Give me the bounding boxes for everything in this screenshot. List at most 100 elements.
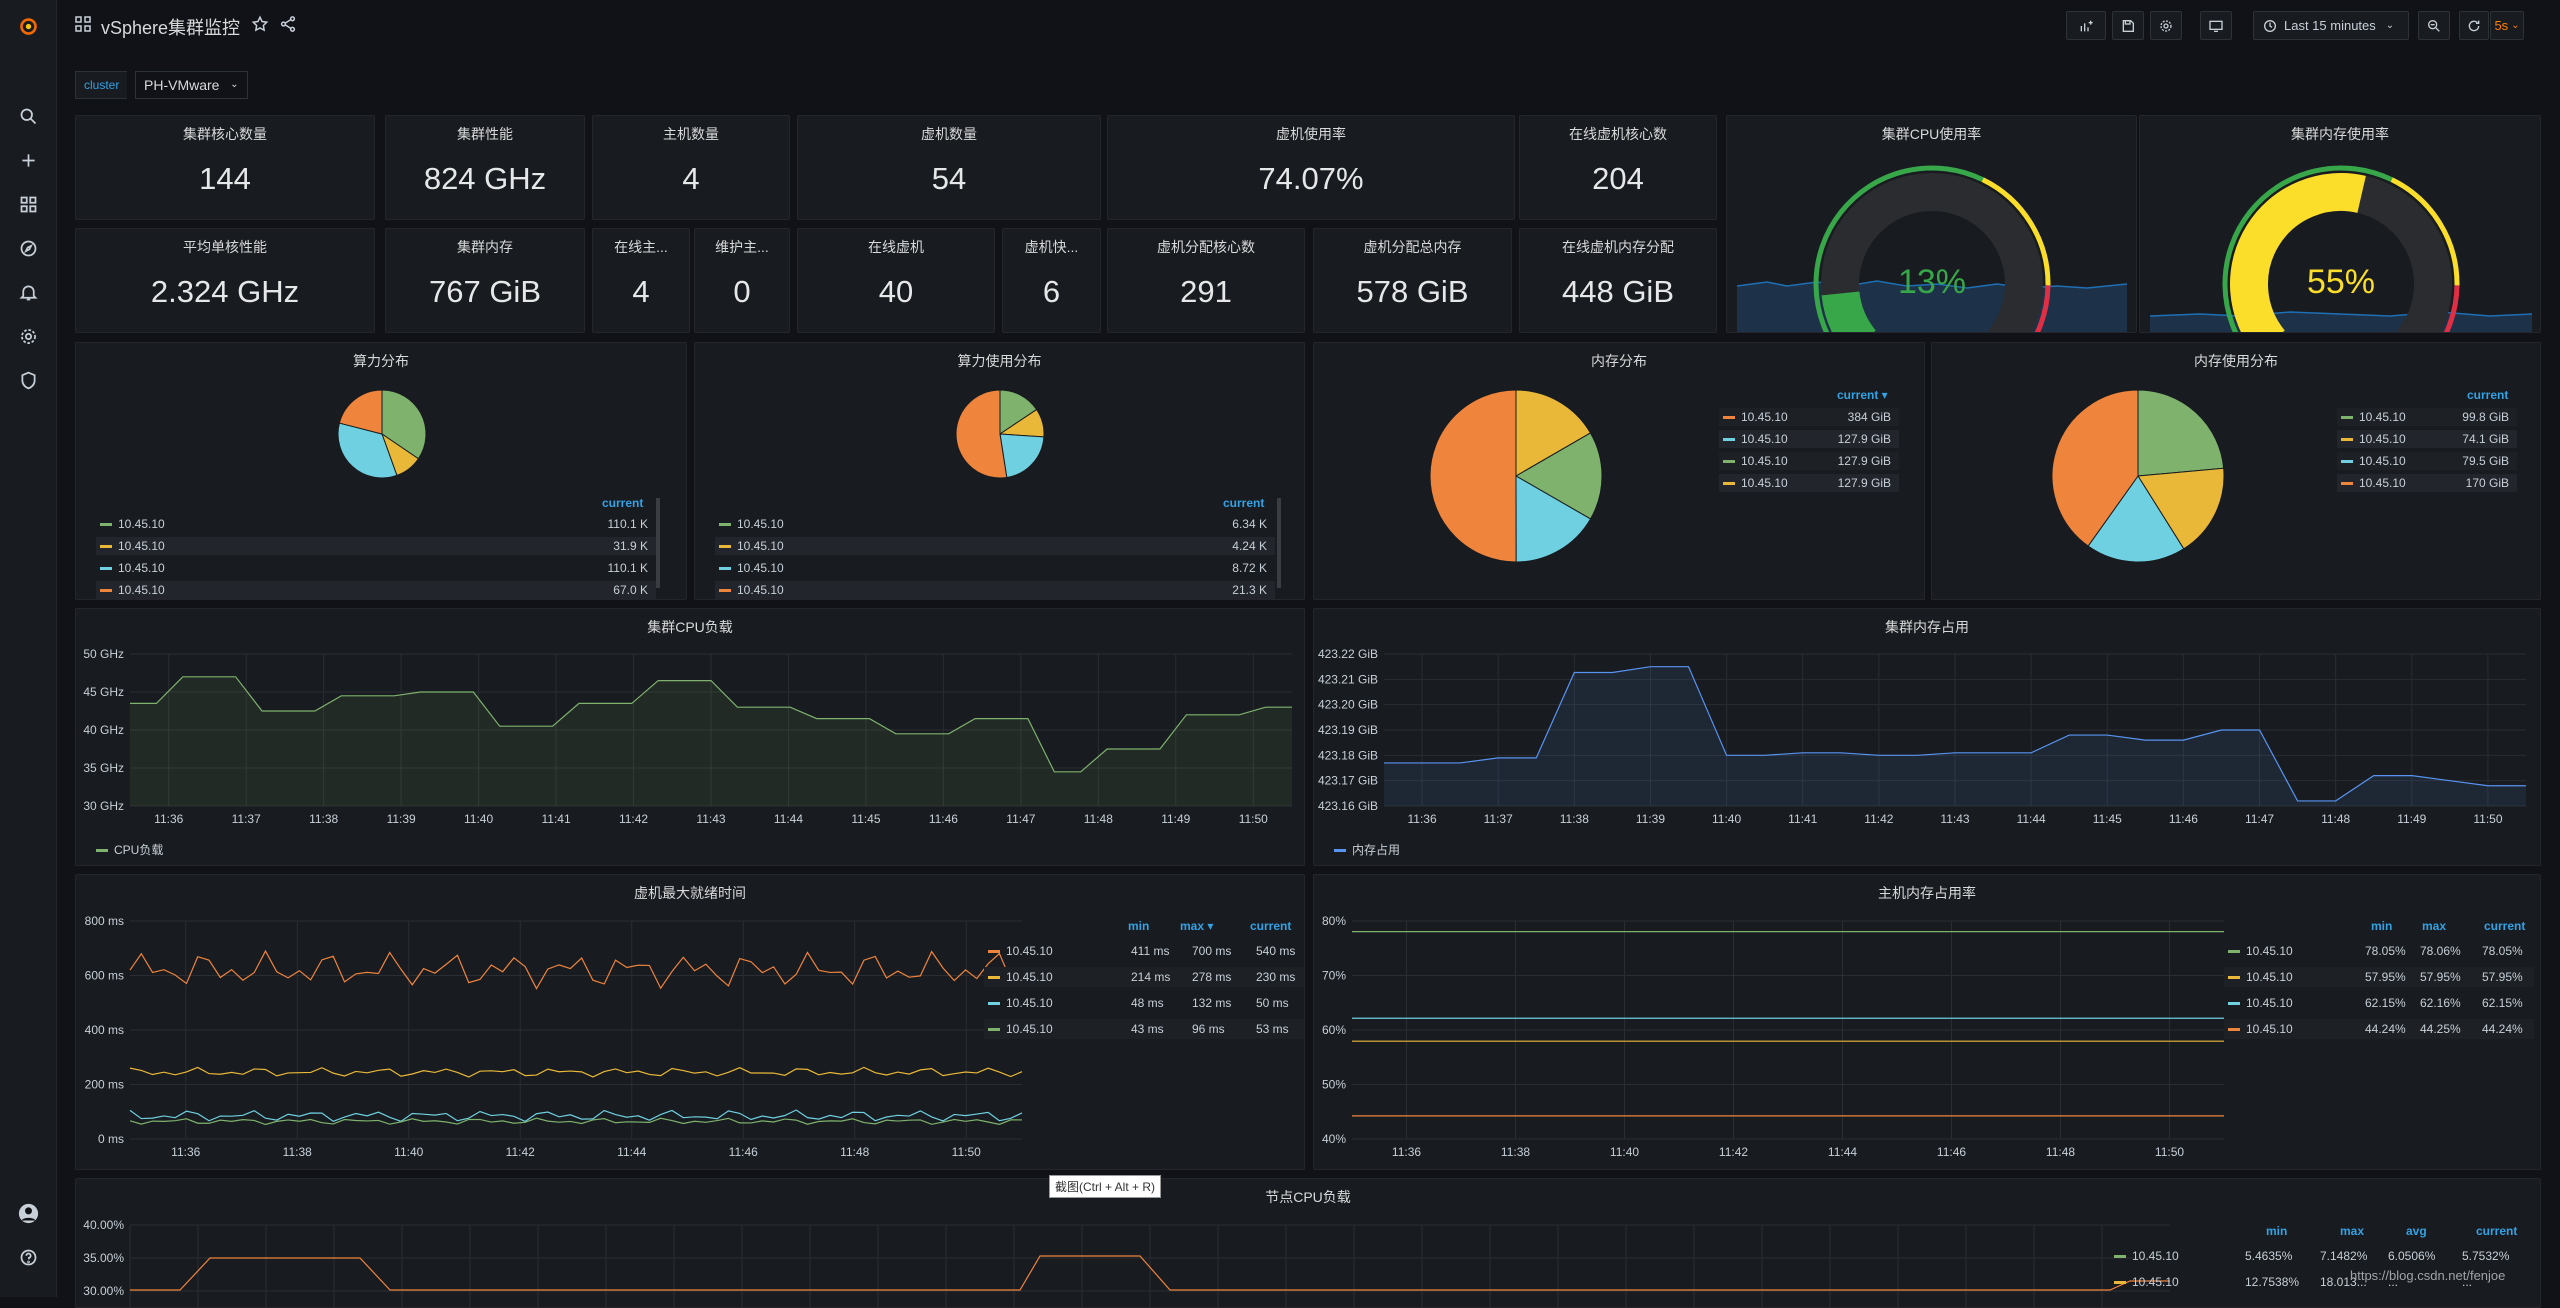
memory-gauge-panel[interactable]: 集群内存使用率 55% <box>2139 115 2541 333</box>
legend-item[interactable]: 10.45.10 44.24% 44.25% 44.24% <box>2224 1019 2534 1039</box>
explore-icon[interactable] <box>15 235 42 262</box>
stat-panel[interactable]: 集群内存 767 GiB <box>385 228 585 333</box>
stat-panel[interactable]: 虚机分配核心数 291 <box>1107 228 1305 333</box>
cluster-select[interactable]: PH-VMware ⌄ <box>135 71 249 99</box>
legend-item[interactable]: CPU负载 <box>96 841 163 858</box>
legend-item[interactable]: 10.45.10 31.9 K <box>96 537 656 555</box>
cluster-cpu-load-panel[interactable]: 集群CPU负载 50 GHz 45 GHz 40 GHz 35 GHz 30 GHz 11… <box>75 608 1305 866</box>
y-tick-label: 35.00% <box>83 1251 124 1265</box>
pie-panel-compute[interactable]: 算力分布 current 10.45.10 110.1 K 10.45.10 31.9… <box>75 342 687 600</box>
pie-panel-memory[interactable]: 内存分布 current ▾ 10.45.10 384 GiB 10.45.10 12… <box>1313 342 1925 600</box>
cpu-gauge-panel[interactable]: 集群CPU使用率 13% <box>1726 115 2137 333</box>
legend-item[interactable]: 10.45.10 62.15% 62.16% 62.15% <box>2224 993 2534 1013</box>
legend-item[interactable]: 10.45.10 74.1 GiB <box>2337 430 2517 448</box>
shield-icon[interactable] <box>15 367 42 394</box>
plus-icon[interactable] <box>15 147 42 174</box>
scrollbar[interactable] <box>656 498 660 588</box>
legend-item[interactable]: 10.45.10 110.1 K <box>96 515 656 533</box>
scrollbar[interactable] <box>1277 498 1281 588</box>
stat-value: 74.07% <box>1258 161 1364 196</box>
stat-panel[interactable]: 虚机分配总内存 578 GiB <box>1313 228 1512 333</box>
legend-item[interactable]: 10.45.10 67.0 K <box>96 581 656 599</box>
save-dashboard-button[interactable] <box>2112 11 2144 40</box>
stat-panel[interactable]: 在线虚机 40 <box>797 228 995 333</box>
pie-chart <box>337 389 427 479</box>
stat-panel[interactable]: 在线主... 4 <box>592 228 690 333</box>
legend-item[interactable]: 10.45.10 384 GiB <box>1719 408 1899 426</box>
gear-icon[interactable] <box>15 323 42 350</box>
legend-item[interactable]: 10.45.10 57.95% 57.95% 57.95% <box>2224 967 2534 987</box>
stat-panel[interactable]: 在线虚机核心数 204 <box>1519 115 1717 220</box>
legend-item[interactable]: 10.45.10 214 ms 278 ms 230 ms <box>984 967 1304 987</box>
refresh-interval-picker[interactable]: 5s ⌄ <box>2490 11 2524 40</box>
add-panel-button[interactable] <box>2066 11 2106 40</box>
legend-item[interactable]: 10.45.10 4.24 K <box>715 537 1275 555</box>
stat-panel[interactable]: 在线虚机内存分配 448 GiB <box>1519 228 1717 333</box>
tv-mode-button[interactable] <box>2200 11 2232 40</box>
legend-item[interactable]: 10.45.10 127.9 GiB <box>1719 474 1899 492</box>
x-tick-label: 11:40 <box>394 1145 423 1159</box>
legend-item[interactable]: 10.45.10 110.1 K <box>96 559 656 577</box>
host-memory-usage-panel[interactable]: 主机内存占用率 80% 70% 60% 50% 40% 11:36 11:38 11:40 11… <box>1313 874 2541 1170</box>
dashboards-icon[interactable] <box>15 191 42 218</box>
cluster-memory-usage-panel[interactable]: 集群内存占用 423.22 GiB 423.21 GiB 423.20 GiB 423… <box>1313 608 2541 866</box>
legend-item[interactable]: 10.45.10 8.72 K <box>715 559 1275 577</box>
apps-icon[interactable] <box>75 16 91 37</box>
legend-column-header[interactable]: max ▾ <box>1180 919 1214 933</box>
legend-column-header[interactable]: min <box>2371 919 2393 933</box>
refresh-button[interactable] <box>2459 11 2489 40</box>
legend-item[interactable]: 10.45.10 21.3 K <box>715 581 1275 599</box>
pie-panel-compute-usage[interactable]: 算力使用分布 current 10.45.10 6.34 K 10.45.10 4.2… <box>694 342 1305 600</box>
zoom-out-button[interactable] <box>2418 11 2450 40</box>
legend-column-header[interactable]: current <box>1250 919 1292 933</box>
legend-item[interactable]: 10.45.10 43 ms 96 ms 53 ms <box>984 1019 1304 1039</box>
help-icon[interactable] <box>15 1244 42 1271</box>
stat-panel[interactable]: 平均单核性能 2.324 GHz <box>75 228 375 333</box>
stat-panel[interactable]: 虚机数量 54 <box>797 115 1101 220</box>
legend-column-header[interactable]: max <box>2422 919 2447 933</box>
dashboard-title[interactable]: vSphere集群监控 <box>101 18 241 38</box>
legend-item[interactable]: 内存占用 <box>1334 841 1400 858</box>
legend-value: 99.8 GiB <box>2462 410 2509 424</box>
pie-panel-memory-usage[interactable]: 内存使用分布 current 10.45.10 99.8 GiB 10.45.10 7… <box>1931 342 2541 600</box>
legend-column-header[interactable]: current <box>2484 919 2526 933</box>
legend-item[interactable]: 10.45.10 411 ms 700 ms 540 ms <box>984 941 1304 961</box>
legend-item[interactable]: 10.45.10 127.9 GiB <box>1719 452 1899 470</box>
x-tick-label: 11:48 <box>1084 812 1113 826</box>
stat-panel[interactable]: 虚机使用率 74.07% <box>1107 115 1515 220</box>
legend-column-header[interactable]: current <box>2476 1224 2518 1238</box>
legend-value: 21.3 K <box>1232 583 1267 597</box>
legend-item[interactable]: 10.45.10 5.4635% 7.1482% 6.0506% 5.7532% <box>2110 1246 2530 1266</box>
grafana-logo-icon[interactable] <box>15 13 42 40</box>
legend-item[interactable]: 10.45.10 127.9 GiB <box>1719 430 1899 448</box>
legend-item[interactable]: 10.45.10 99.8 GiB <box>2337 408 2517 426</box>
time-picker-button[interactable]: Last 15 minutes ⌄ <box>2253 11 2409 40</box>
legend-column-header[interactable]: avg <box>2406 1224 2427 1238</box>
stat-panel[interactable]: 集群性能 824 GHz <box>385 115 585 220</box>
legend-current: 44.24% <box>2482 1022 2523 1036</box>
search-icon[interactable] <box>15 103 42 130</box>
node-cpu-load-panel[interactable]: 节点CPU负载 40.00% 35.00% 30.00% min max avg curr… <box>75 1178 2541 1308</box>
star-icon[interactable] <box>251 15 269 38</box>
stat-panel[interactable]: 虚机快... 6 <box>1002 228 1101 333</box>
avatar[interactable] <box>15 1200 42 1227</box>
legend-item[interactable]: 10.45.10 12.7538% 18.013......... <box>2110 1272 2530 1292</box>
legend-header[interactable]: current ▾ <box>1837 388 1888 402</box>
legend-column-header[interactable]: max <box>2340 1224 2365 1238</box>
legend-column-header[interactable]: min <box>1128 919 1150 933</box>
legend-item[interactable]: 10.45.10 170 GiB <box>2337 474 2517 492</box>
x-tick-label: 11:40 <box>464 812 493 826</box>
vm-max-ready-time-panel[interactable]: 虚机最大就绪时间 800 ms 600 ms 400 ms 200 ms 0 ms 11:… <box>75 874 1305 1170</box>
legend-item[interactable]: 10.45.10 48 ms 132 ms 50 ms <box>984 993 1304 1013</box>
stat-panel[interactable]: 集群核心数量 144 <box>75 115 375 220</box>
legend-column-header[interactable]: min <box>2266 1224 2288 1238</box>
panel-title: 虚机数量 <box>921 126 977 142</box>
share-icon[interactable] <box>279 15 297 38</box>
legend-item[interactable]: 10.45.10 78.05% 78.06% 78.05% <box>2224 941 2534 961</box>
legend-item[interactable]: 10.45.10 6.34 K <box>715 515 1275 533</box>
stat-panel[interactable]: 主机数量 4 <box>592 115 790 220</box>
alerting-bell-icon[interactable] <box>15 279 42 306</box>
legend-item[interactable]: 10.45.10 79.5 GiB <box>2337 452 2517 470</box>
dashboard-settings-button[interactable] <box>2150 11 2182 40</box>
stat-panel[interactable]: 维护主... 0 <box>694 228 790 333</box>
